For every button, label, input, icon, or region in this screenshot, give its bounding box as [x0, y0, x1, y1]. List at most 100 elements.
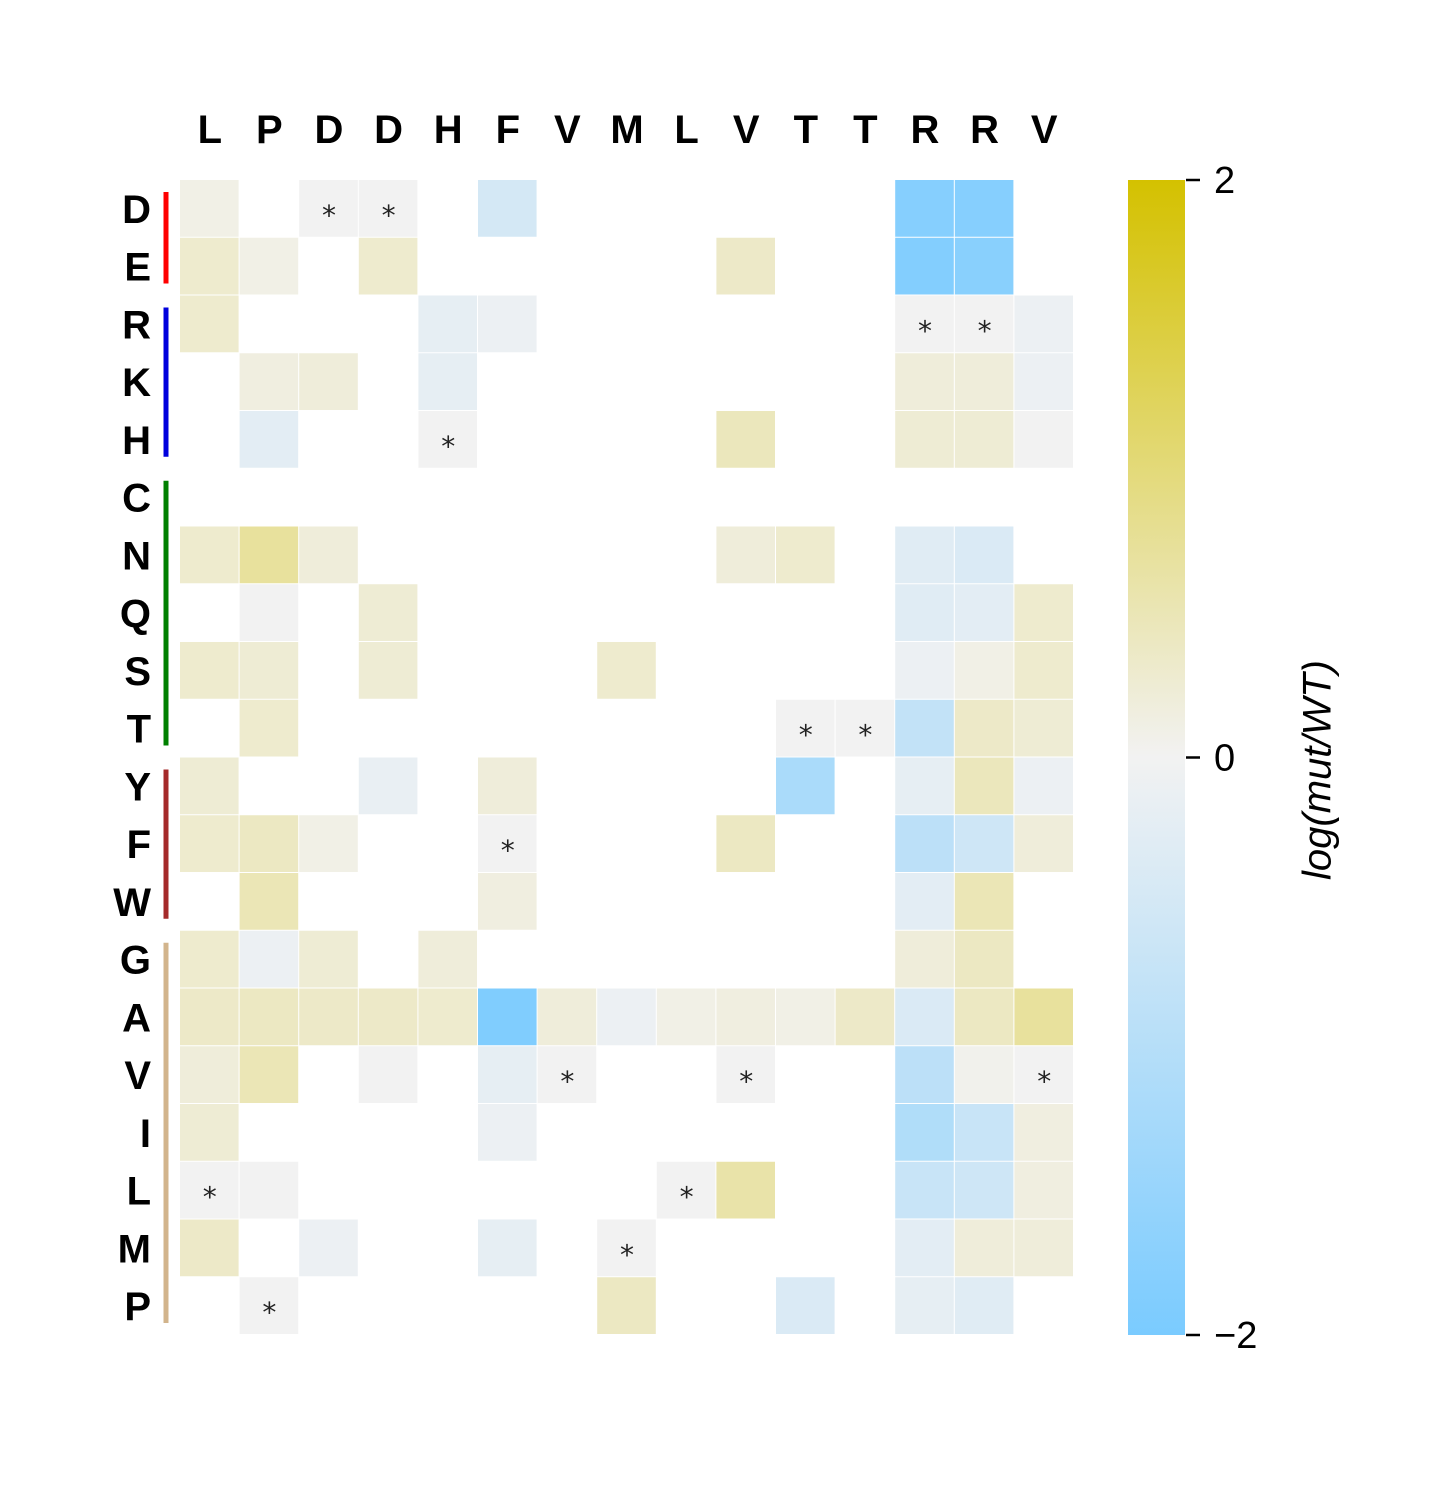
wildtype-marker: * [918, 314, 932, 347]
colorbar-tick-label: 2 [1214, 160, 1235, 202]
row-label: K [122, 361, 151, 405]
heatmap-cell [895, 411, 954, 468]
row-label: Q [120, 592, 151, 636]
heatmap-cell [954, 180, 1014, 237]
row-label: I [140, 1112, 151, 1156]
heatmap-cell [776, 526, 835, 584]
heatmap-cell [954, 526, 1014, 584]
heatmap-cell [954, 757, 1014, 815]
heatmap-cell [1014, 411, 1073, 468]
wildtype-marker: * [858, 719, 872, 752]
heatmap-cell [180, 1104, 239, 1161]
column-label: P [256, 108, 283, 152]
column-label: T [853, 108, 877, 152]
heatmap-cell [776, 699, 835, 757]
heatmap-cell [776, 988, 835, 1046]
wildtype-markers: * * * * * * * * * * * * * * * [203, 199, 1051, 1329]
heatmap-cell [239, 237, 299, 295]
heatmap-cell [478, 295, 537, 353]
heatmap-cell [954, 295, 1014, 353]
heatmap-cell [776, 1277, 835, 1334]
wildtype-marker: * [739, 1065, 753, 1098]
heatmap-cell [239, 584, 299, 641]
colorbar-label: log(mut/WT) [1296, 660, 1340, 880]
column-label: V [554, 108, 581, 152]
column-label: L [674, 108, 698, 152]
colorbar-gradient [1128, 180, 1185, 1335]
wildtype-marker: * [501, 834, 515, 867]
heatmap-cell [358, 1046, 418, 1103]
heatmap-cell [239, 1046, 299, 1103]
heatmap-cell [954, 411, 1014, 468]
heatmap-cell [954, 930, 1014, 988]
heatmap-cell [180, 526, 239, 584]
column-label: R [970, 108, 999, 152]
heatmap-cell [895, 757, 954, 815]
wildtype-marker: * [203, 1181, 217, 1214]
column-label: V [1031, 108, 1058, 152]
column-label: D [374, 108, 403, 152]
column-label: R [911, 108, 940, 152]
heatmap-cell [954, 1161, 1014, 1219]
heatmap-cell [239, 815, 299, 872]
row-label: T [127, 708, 151, 752]
heatmap-cell [895, 988, 954, 1046]
row-label: R [122, 303, 151, 347]
heatmap-cell [299, 180, 358, 237]
heatmap-cell [954, 815, 1014, 872]
row-label: A [122, 996, 151, 1040]
row-label: L [127, 1170, 151, 1214]
heatmap-cell [597, 988, 656, 1046]
heatmap-cell [1014, 353, 1073, 410]
row-label: G [120, 939, 151, 983]
row-label: P [124, 1285, 151, 1329]
column-label: F [496, 108, 520, 152]
row-label: H [122, 419, 151, 463]
heatmap-cell [239, 526, 299, 584]
heatmap-cell [1014, 295, 1073, 353]
heatmap-cell [239, 642, 299, 699]
heatmap-cell [358, 757, 418, 815]
wildtype-marker: * [978, 314, 992, 347]
heatmap-cell [478, 815, 537, 872]
heatmap-cell [180, 642, 239, 699]
heatmap-cell [418, 988, 477, 1046]
heatmap-cell [239, 988, 299, 1046]
colorbar-tick-label: −2 [1214, 1315, 1257, 1357]
heatmap-cell [895, 699, 954, 757]
heatmap-cell [358, 237, 418, 295]
heatmap-cell [180, 815, 239, 872]
wildtype-marker: * [799, 719, 813, 752]
heatmap-cell [1014, 642, 1073, 699]
heatmap-cell [239, 353, 299, 410]
row-label: E [124, 246, 151, 290]
heatmap-cell [716, 237, 775, 295]
heatmap-cell [418, 353, 477, 410]
heatmap-cells [180, 180, 1073, 1334]
wildtype-marker: * [322, 199, 336, 232]
heatmap-cell [895, 930, 954, 988]
heatmap-cell [180, 757, 239, 815]
heatmap-cell [954, 353, 1014, 410]
row-label: W [113, 881, 151, 925]
heatmap-cell [954, 237, 1014, 295]
heatmap-cell [656, 988, 716, 1046]
heatmap-cell [180, 237, 239, 295]
heatmap-cell [716, 1161, 775, 1219]
heatmap-cell [597, 1277, 656, 1334]
heatmap-cell [1014, 1161, 1073, 1219]
heatmap-cell [1014, 699, 1073, 757]
column-label: D [315, 108, 344, 152]
heatmap-cell [895, 873, 954, 930]
column-label: V [733, 108, 760, 152]
heatmap-cell [597, 642, 656, 699]
heatmap-cell [299, 526, 358, 584]
row-label: S [124, 650, 151, 694]
heatmap-cell [716, 1046, 775, 1103]
heatmap-cell [537, 1046, 597, 1103]
heatmap-cell [895, 815, 954, 872]
wildtype-marker: * [262, 1296, 276, 1329]
heatmap-cell [716, 815, 775, 872]
wildtype-marker: * [1037, 1065, 1051, 1098]
